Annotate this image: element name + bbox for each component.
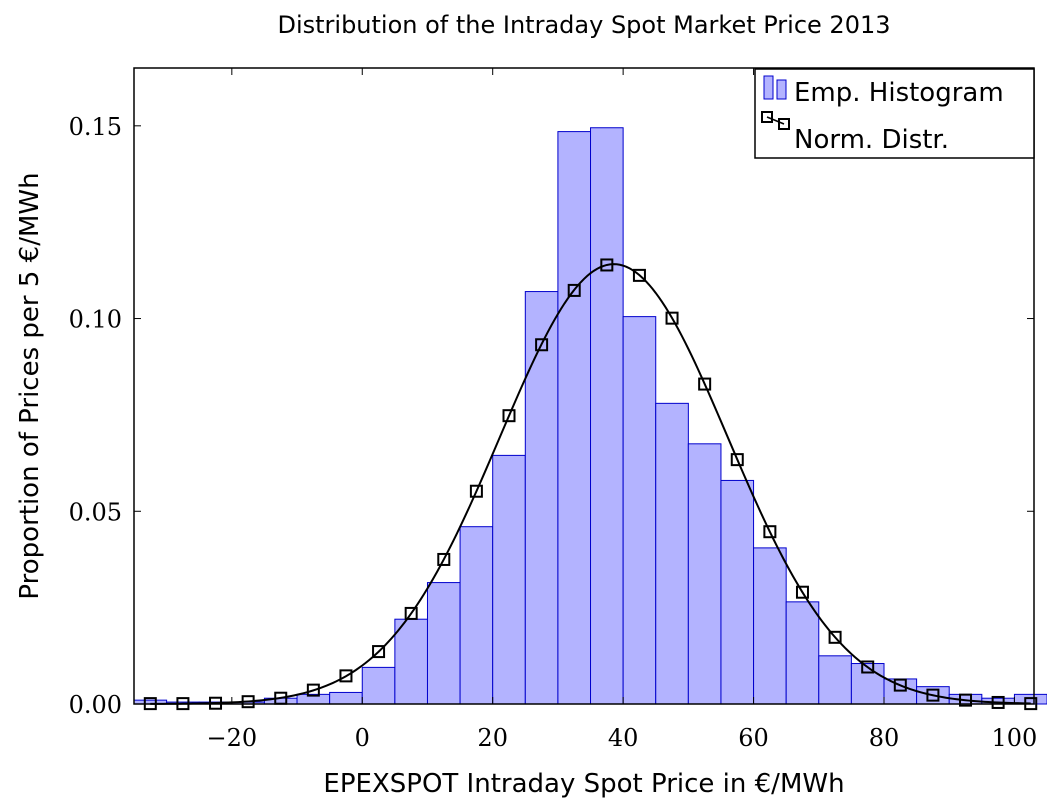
normal-distribution-marker xyxy=(404,606,418,620)
normal-distribution-marker xyxy=(241,695,255,709)
histogram-bar xyxy=(524,291,559,705)
normal-distribution-marker xyxy=(828,630,842,644)
histogram-bar xyxy=(426,582,461,705)
legend-normal-marker xyxy=(761,111,773,123)
y-axis-label: Proportion of Prices per 5 €/MWh xyxy=(15,172,45,599)
normal-distribution-marker xyxy=(339,669,353,683)
normal-distribution-marker xyxy=(502,409,516,423)
x-tick-label: 80 xyxy=(869,724,900,752)
normal-distribution-marker xyxy=(698,377,712,391)
histogram-bar xyxy=(720,479,755,705)
legend: Emp. Histogram Norm. Distr. xyxy=(754,68,1035,159)
histogram-bar xyxy=(785,601,820,705)
normal-distribution-marker xyxy=(437,552,451,566)
histogram-bar xyxy=(590,127,624,705)
histogram-bar xyxy=(687,443,722,705)
histogram-bar xyxy=(818,655,852,705)
normal-distribution-marker xyxy=(893,678,907,692)
histogram-bar xyxy=(329,691,363,705)
normal-distribution-line xyxy=(150,263,1031,705)
x-tick-label: −20 xyxy=(206,724,257,752)
legend-histogram-swatch xyxy=(776,79,787,100)
normal-distribution-marker xyxy=(861,660,875,674)
normal-distribution-marker xyxy=(209,696,223,710)
y-tick-label: 0.10 xyxy=(69,306,122,334)
normal-distribution-marker xyxy=(763,525,777,539)
normal-distribution-marker xyxy=(535,338,549,352)
y-tick-label: 0.15 xyxy=(69,113,122,141)
x-tick-label: 0 xyxy=(355,724,370,752)
histogram-bar xyxy=(753,547,787,705)
legend-label-histogram: Emp. Histogram xyxy=(794,78,1004,108)
normal-distribution-curve xyxy=(150,263,1031,705)
normal-distribution-marker xyxy=(926,688,940,702)
x-axis-label: EPEXSPOT Intraday Spot Price in €/MWh xyxy=(323,769,844,799)
normal-distribution-marker xyxy=(306,683,320,697)
histogram-bar xyxy=(850,663,885,705)
normal-distribution-marker xyxy=(991,695,1005,709)
histogram-bar xyxy=(394,618,428,705)
histogram-bar xyxy=(655,402,689,705)
x-tick-label: 40 xyxy=(608,724,639,752)
normal-distribution-marker xyxy=(469,484,483,498)
histogram-bar xyxy=(361,666,396,705)
axes: −20 0 20 40 60 80 100 0.00 0.05 0.10 0.15 xyxy=(69,67,1038,752)
histogram-bar xyxy=(459,526,494,705)
plot-frame xyxy=(133,67,1035,705)
x-tick-label: 100 xyxy=(992,724,1038,752)
legend-normal-line xyxy=(766,116,785,125)
legend-normal-marker xyxy=(778,118,790,130)
legend-label-normal: Norm. Distr. xyxy=(794,125,949,155)
y-tick-label: 0.05 xyxy=(69,498,122,526)
histogram-bars xyxy=(133,127,1047,705)
y-tick-label: 0.00 xyxy=(69,691,122,719)
histogram-bar xyxy=(622,316,657,705)
normal-distribution-marker xyxy=(959,693,973,707)
x-tick-label: 60 xyxy=(738,724,769,752)
normal-distribution-marker xyxy=(730,453,744,467)
chart-title: Distribution of the Intraday Spot Market… xyxy=(277,11,890,39)
normal-distribution-marker xyxy=(632,268,646,282)
legend-normal-icon xyxy=(761,111,790,130)
histogram-bar xyxy=(557,131,592,705)
normal-distribution-marker xyxy=(795,585,809,599)
legend-histogram-swatch xyxy=(763,75,774,100)
normal-distribution-marker xyxy=(372,645,386,659)
normal-distribution-marker xyxy=(665,311,679,325)
normal-distribution-marker xyxy=(600,258,614,272)
x-tick-label: 20 xyxy=(477,724,508,752)
legend-box xyxy=(754,68,1035,159)
histogram-bar xyxy=(492,454,526,705)
normal-distribution-marker xyxy=(567,283,581,297)
legend-histogram-icon xyxy=(763,75,787,100)
